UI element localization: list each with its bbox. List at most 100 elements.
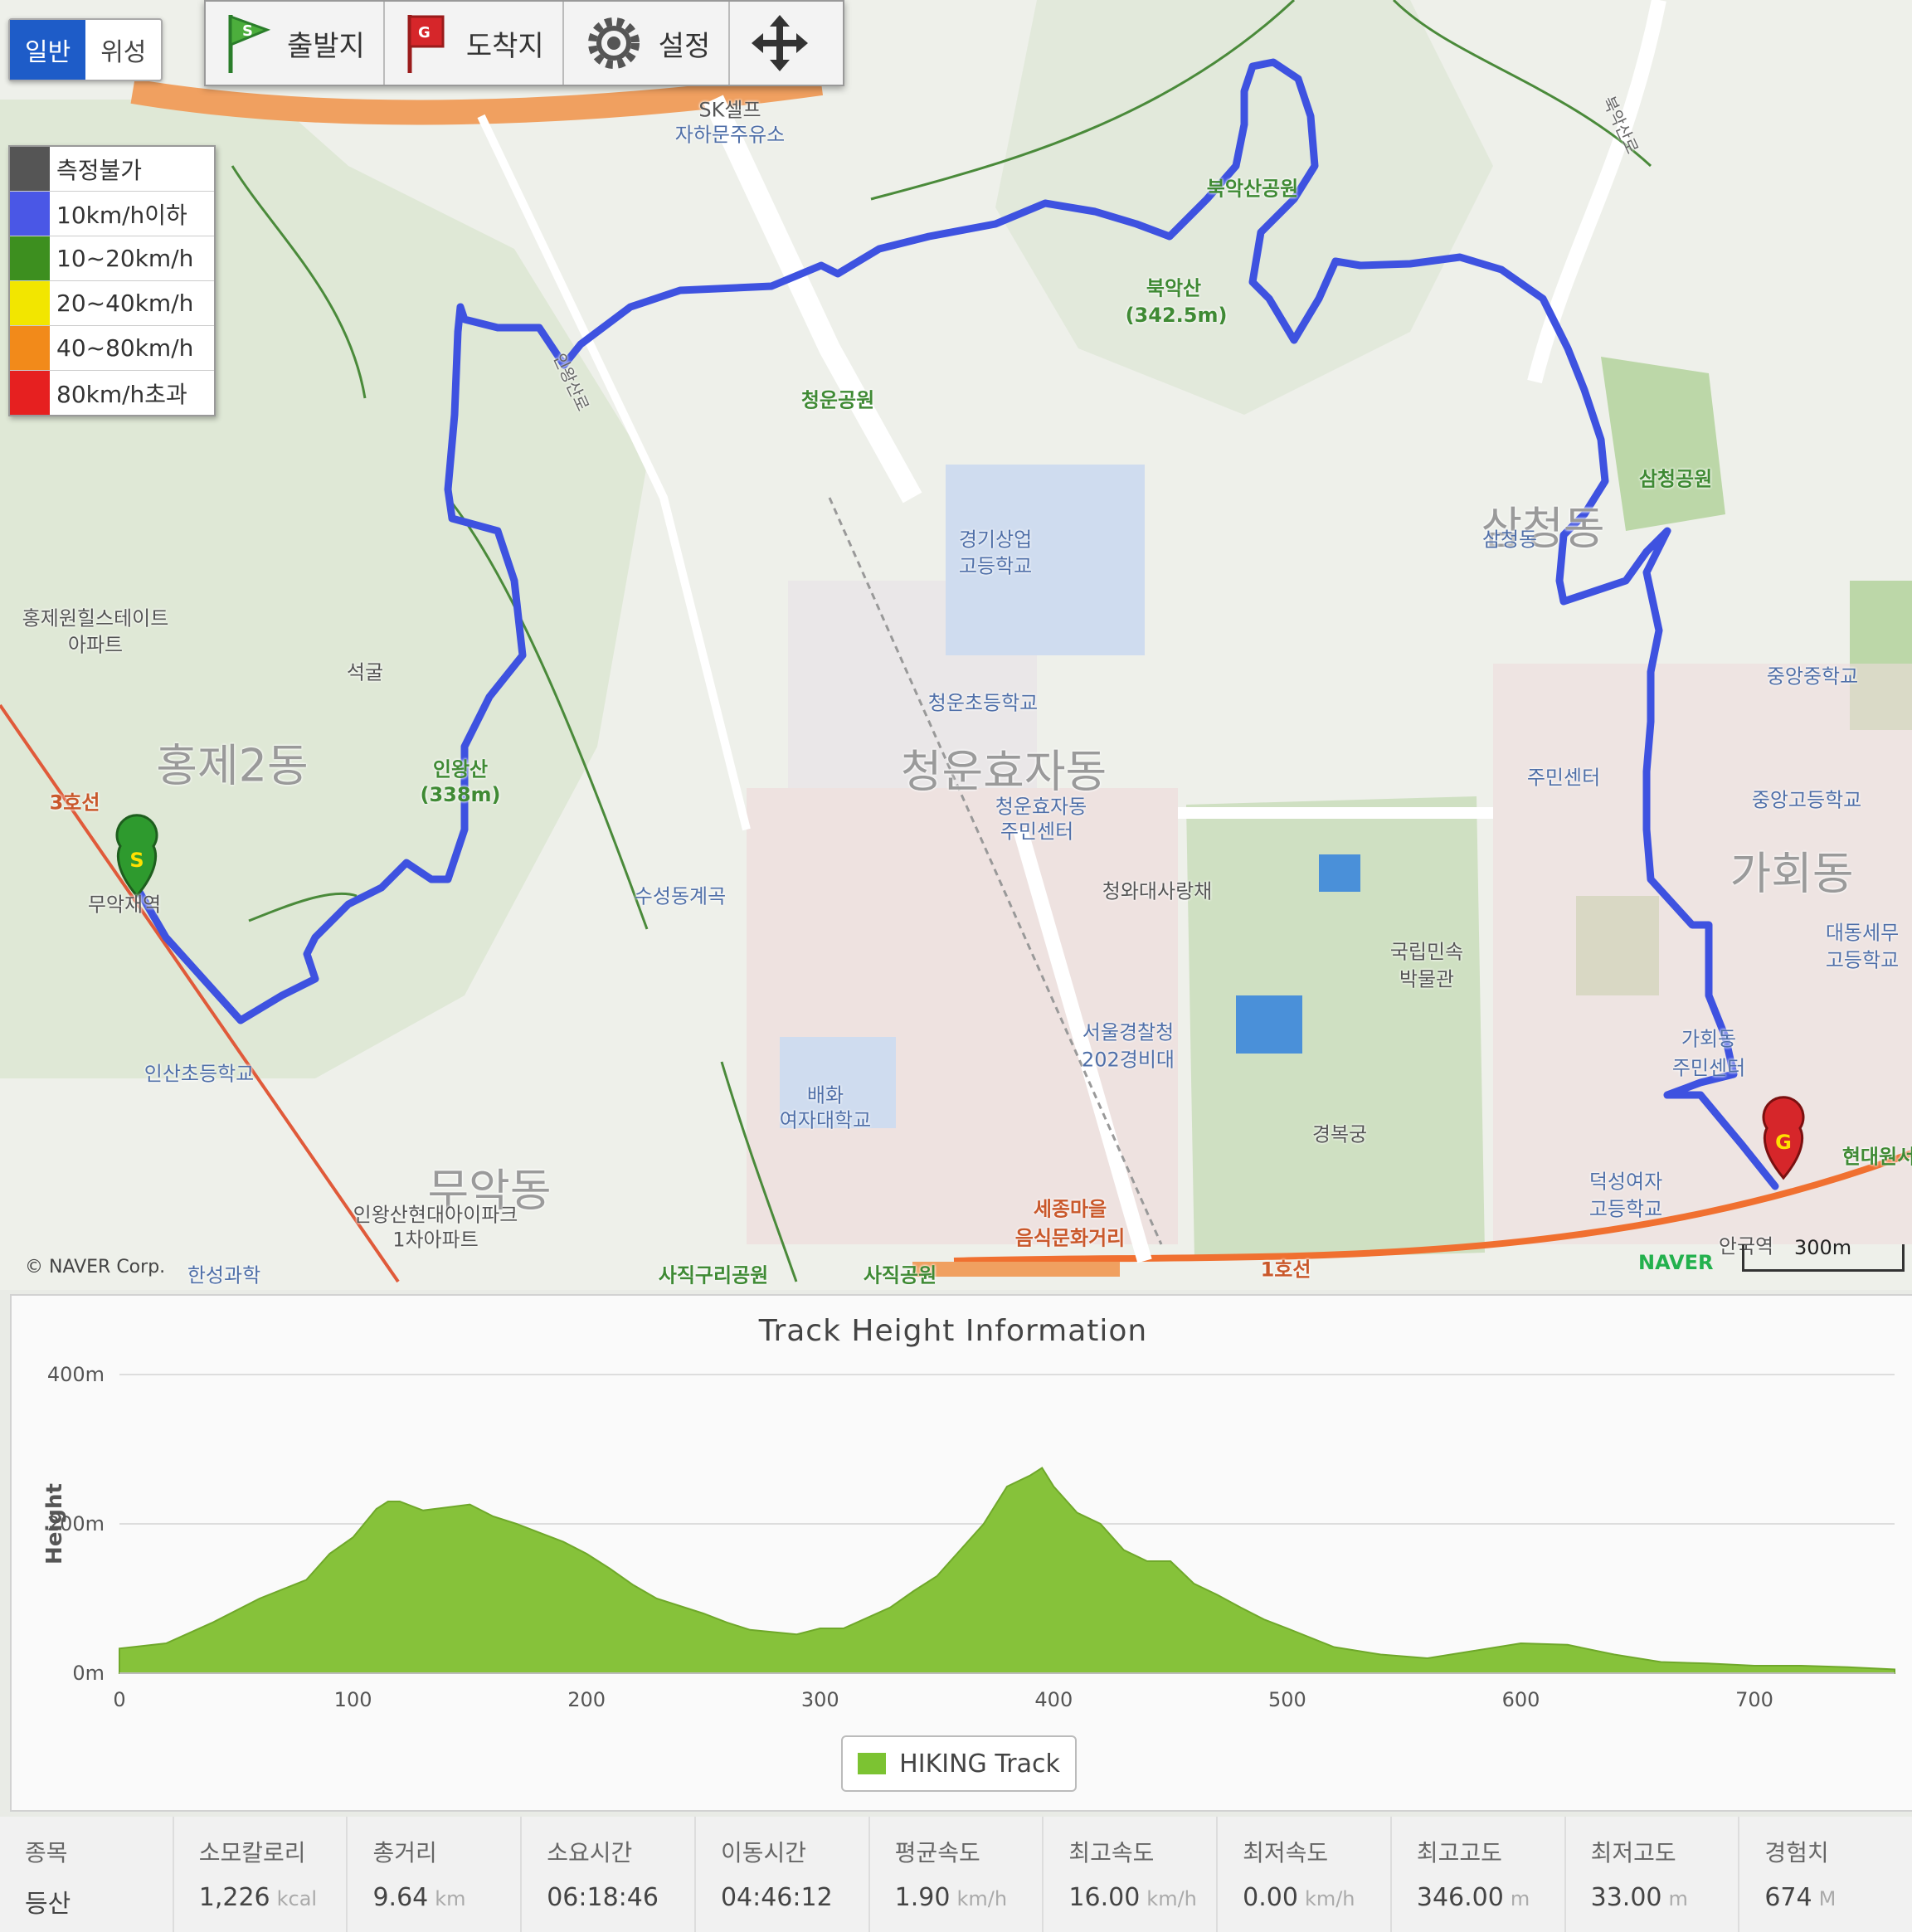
map-label: 수성동계곡 [634,884,727,908]
legend-color-swatch [10,281,50,325]
map-label: 세종마을 [1033,1197,1107,1221]
y-axis-label: Height [42,1483,67,1565]
map-view[interactable]: S G SK셀프 자하문주유소 북악산공원 북악산 (342.5m) 청운공원 삼청공원 경기… [0,0,1912,1290]
map-label: 3호선 [49,791,100,815]
map-label: 청운공원 [800,388,875,412]
y-tick-label: 400m [47,1363,105,1386]
settings-button[interactable]: 설정 [564,2,731,85]
map-label: 배화 [806,1083,844,1107]
stat-number: 등산 [25,1890,71,1919]
map-label: 경복궁 [1311,1122,1368,1146]
x-tick-label: 500 [1268,1688,1306,1711]
stat-value: 1.90 km/h [895,1883,1043,1912]
map-label: 사직공원 [863,1263,937,1287]
map-label: 삼청동 [1481,502,1605,555]
naver-logo: NAVER [1638,1251,1714,1274]
legend-row: 40~80km/h [10,326,214,371]
map-type-normal[interactable]: 일반 [10,20,86,80]
stat-number: 0.00 [1243,1883,1298,1912]
elevation-area [119,1467,1895,1674]
stat-number: 674 [1764,1883,1812,1912]
map-label: 인산초등학교 [144,1062,255,1086]
map-label: 중앙고등학교 [1751,788,1862,812]
stat-cell: 소요시간 06:18:46 [520,1817,694,1932]
map-label: SK셀프 [698,98,761,122]
stat-number: 06:18:46 [547,1883,659,1912]
map-label: 청와대사랑채 [1102,879,1213,903]
legend-label: 40~80km/h [56,334,194,362]
start-point-label: 출발지 [287,29,365,63]
stat-number: 33.00 [1590,1883,1662,1912]
stat-value: 16.00 km/h [1068,1883,1216,1912]
map-label: 1차아파트 [392,1228,479,1252]
legend-color-swatch [10,147,50,191]
map-label: 고등학교 [1588,1197,1663,1221]
map-label: 사직구리공원 [658,1263,769,1287]
map-label: 국립민속 [1389,940,1464,964]
stat-cell: 최고속도 16.00 km/h [1042,1817,1216,1932]
move-button[interactable] [730,2,843,85]
map-label: 박물관 [1399,967,1455,991]
legend-row: 80km/h초과 [10,371,214,415]
stat-cell: 최고고도 346.00 m [1389,1817,1564,1932]
stat-value: 9.64 km [372,1883,520,1912]
map-label: 202경비대 [1081,1048,1175,1072]
stat-label: 소요시간 [547,1839,633,1866]
map-label: 여자대학교 [779,1108,872,1132]
stat-label: 최저고도 [1590,1839,1676,1866]
stat-cell: 경험치 674 M [1738,1817,1912,1932]
start-point-button[interactable]: S 출발지 [206,2,385,85]
legend-label: 측정불가 [56,156,143,184]
goal-marker: G [1762,1096,1805,1180]
map-type-satellite[interactable]: 위성 [100,38,147,67]
stat-value: 674 M [1764,1883,1912,1912]
map-label: 1호선 [1260,1258,1311,1282]
stat-unit: M [1818,1887,1837,1910]
map-label: 삼청공원 [1638,467,1713,491]
end-point-button[interactable]: G 도착지 [385,2,564,85]
stat-number: 16.00 [1068,1883,1141,1912]
stat-cell: 최저고도 33.00 m [1564,1817,1739,1932]
stat-value: 06:18:46 [547,1883,694,1912]
map-label: 자하문주유소 [674,123,786,147]
stat-unit: km/h [1304,1887,1355,1910]
map-label: 대동세무 [1825,921,1900,945]
stat-label: 종목 [25,1839,68,1866]
map-label: 청운효자동 [995,795,1087,819]
stat-unit: km [435,1887,466,1910]
stat-unit: km/h [956,1887,1008,1910]
map-label: 현대원서 [1841,1145,1912,1169]
map-label: 안국역 [1718,1234,1774,1258]
stats-bar: 종목 등산 소모칼로리 1,226 kcal 총거리 9.64 km 소요시간 06:18:46 이… [0,1817,1912,1932]
map-label: 북악산공원 [1206,177,1299,201]
chart-legend-hiking-track[interactable]: HIKING Track [841,1735,1077,1792]
end-point-label: 도착지 [465,29,544,63]
stat-unit: kcal [276,1887,318,1910]
legend-swatch [858,1753,887,1774]
stat-cell: 최저속도 0.00 km/h [1216,1817,1390,1932]
stat-cell: 총거리 9.64 km [346,1817,520,1932]
stat-label: 소모칼로리 [198,1839,306,1866]
map-label: 주민센터 [1526,766,1601,790]
stat-unit: m [1510,1887,1530,1910]
x-tick-label: 700 [1735,1688,1773,1711]
map-label: 고등학교 [1825,948,1900,972]
legend-color-swatch [10,192,50,236]
map-label: 삼청동 [1481,528,1538,552]
stat-label: 최고속도 [1068,1839,1155,1866]
scale-bar: 300m [1742,1236,1905,1272]
speed-legend: 측정불가 10km/h이하 10~20km/h 20~40km/h 40~80km/h 8… [8,145,216,416]
legend-row: 20~40km/h [10,281,214,326]
legend-row: 10~20km/h [10,236,214,281]
map-label: 주민센터 [1000,820,1074,844]
map-label: 홍제2동 [156,739,309,792]
stat-value: 33.00 m [1591,1883,1739,1912]
stat-value: 1,226 kcal [199,1883,347,1912]
stat-value: 04:46:12 [721,1883,868,1912]
x-tick-label: 100 [334,1688,372,1711]
map-label: 청운효자동 [900,745,1107,798]
map-type-switch[interactable]: 일반 위성 [8,18,163,81]
map-base: S G [0,0,1912,1283]
legend-row: 10km/h이하 [10,192,214,236]
